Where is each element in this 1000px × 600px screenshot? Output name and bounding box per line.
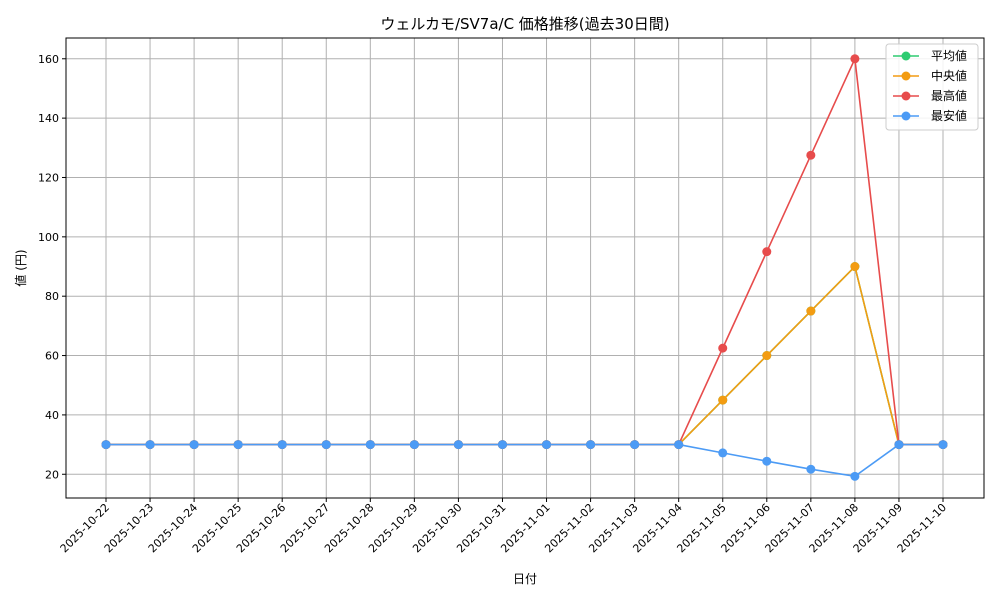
y-tick-label: 60: [45, 350, 59, 363]
series-3: [101, 440, 948, 481]
data-point: [806, 464, 816, 474]
data-point: [233, 440, 243, 450]
y-tick-label: 20: [45, 468, 59, 481]
data-point: [806, 306, 816, 316]
data-point: [762, 456, 772, 466]
data-point: [277, 440, 287, 450]
legend-item: 中央値: [893, 68, 967, 83]
y-axis: 20 40 60 80 100 120 140 160: [38, 53, 66, 481]
data-point: [453, 440, 463, 450]
grid: [66, 38, 984, 498]
data-point: [850, 54, 860, 64]
data-point: [321, 440, 331, 450]
legend-swatch-marker: [901, 71, 911, 81]
series-line: [106, 55, 943, 446]
data-point: [762, 351, 772, 361]
legend-item: 最安値: [893, 108, 967, 123]
data-point: [630, 440, 640, 450]
data-point: [674, 440, 684, 450]
legend-item: 平均値: [893, 48, 967, 63]
data-point: [718, 395, 728, 405]
series-layer: [101, 54, 948, 481]
data-point: [718, 343, 728, 353]
data-point: [409, 440, 419, 450]
y-tick-label: 100: [38, 231, 59, 244]
legend-box: [885, 43, 979, 131]
data-point: [145, 440, 155, 450]
data-point: [806, 150, 816, 160]
legend-item: 最高値: [893, 88, 967, 103]
data-point: [850, 262, 860, 272]
y-tick-label: 80: [45, 290, 59, 303]
legend-label: 最高値: [931, 88, 967, 103]
plot-frame: [65, 37, 985, 499]
x-axis: 2025-10-222025-10-232025-10-242025-10-25…: [58, 498, 949, 555]
legend-swatch-marker: [901, 51, 911, 61]
series-2: [101, 54, 948, 450]
data-point: [542, 440, 552, 450]
legend-label: 最安値: [931, 108, 967, 123]
y-axis-label: 値 (円): [13, 249, 28, 286]
y-tick-label: 160: [38, 53, 59, 66]
data-point: [189, 440, 199, 450]
data-point: [894, 440, 904, 450]
chart-title: ウェルカモ/SV7a/C 価格推移(過去30日間): [380, 15, 669, 33]
legend-label: 中央値: [931, 68, 967, 83]
data-point: [365, 440, 375, 450]
series-line: [106, 443, 943, 478]
data-point: [586, 440, 596, 450]
y-tick-label: 140: [38, 112, 59, 125]
x-axis-label: 日付: [513, 572, 537, 586]
data-point: [101, 440, 111, 450]
y-tick-label: 40: [45, 409, 59, 422]
y-tick-label: 120: [38, 171, 59, 184]
data-point: [762, 247, 772, 257]
data-point: [938, 440, 948, 450]
data-point: [850, 471, 860, 481]
legend-label: 平均値: [931, 48, 967, 63]
data-point: [718, 448, 728, 458]
legend-swatch-marker: [901, 91, 911, 101]
legend-swatch-marker: [901, 111, 911, 121]
data-point: [497, 440, 507, 450]
